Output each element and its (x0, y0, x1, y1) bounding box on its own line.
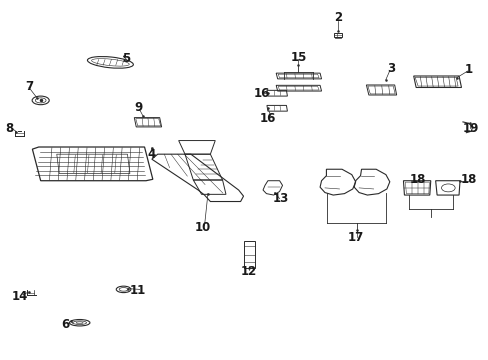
Text: 16: 16 (259, 112, 276, 125)
Text: 18: 18 (460, 173, 476, 186)
Text: 11: 11 (130, 284, 146, 297)
Text: 8: 8 (5, 122, 14, 135)
Text: 7: 7 (25, 80, 33, 93)
Text: 9: 9 (134, 101, 142, 114)
Text: 18: 18 (408, 173, 425, 186)
Text: 10: 10 (195, 221, 211, 234)
Text: 16: 16 (253, 87, 269, 100)
Text: 6: 6 (61, 318, 69, 331)
Text: 5: 5 (122, 51, 130, 64)
Text: 13: 13 (272, 192, 288, 205)
Text: 3: 3 (386, 62, 394, 75)
Text: 4: 4 (147, 148, 156, 161)
Text: 2: 2 (333, 12, 342, 24)
Text: 15: 15 (290, 51, 306, 64)
Text: 14: 14 (12, 290, 28, 303)
Text: 19: 19 (462, 122, 478, 135)
Text: 17: 17 (347, 231, 363, 244)
Text: 12: 12 (240, 265, 256, 278)
Text: 1: 1 (464, 63, 472, 76)
